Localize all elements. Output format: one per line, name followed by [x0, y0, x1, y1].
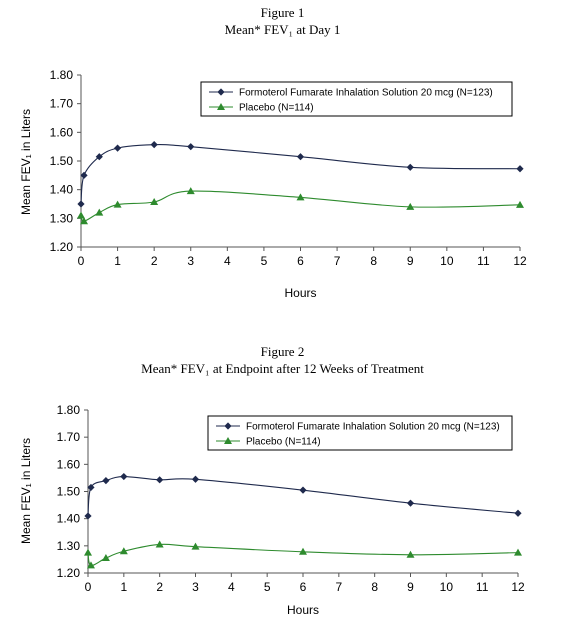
x-tick-label: 7	[335, 580, 342, 594]
x-tick-label: 5	[264, 580, 271, 594]
legend-marker	[217, 103, 225, 110]
figure-1-chart: 1.201.301.401.501.601.701.800 1 2 3 4 5 6 7 8 9 10…	[19, 68, 527, 300]
data-point	[516, 200, 524, 208]
data-point	[296, 153, 305, 161]
x-tick-label: 5	[261, 254, 268, 268]
x-tick-label: 9	[407, 580, 414, 594]
series-line	[87, 543, 519, 566]
data-point	[119, 547, 128, 555]
series-line	[87, 476, 519, 517]
x-tick-label: 2	[156, 580, 163, 594]
x-tick-label: 3	[192, 580, 199, 594]
y-tick-label: 1.80	[50, 68, 74, 82]
x-tick-label: 12	[513, 254, 527, 268]
data-point	[95, 153, 103, 161]
data-point	[514, 548, 522, 556]
data-point	[514, 509, 522, 517]
x-tick-label: 1	[114, 254, 121, 268]
data-point	[406, 550, 415, 558]
y-tick-label: 1.40	[57, 512, 81, 526]
figure-2-label: Figure 2	[260, 344, 305, 359]
x-tick-label: 10	[440, 580, 454, 594]
figure-1-label: Figure 1	[260, 5, 305, 20]
data-point	[191, 542, 200, 550]
y-tick-label: 1.60	[50, 125, 74, 139]
data-point	[86, 561, 95, 569]
data-point	[77, 200, 85, 208]
data-point	[84, 548, 92, 556]
data-point	[516, 165, 524, 173]
y-tick-label: 1.40	[50, 183, 74, 197]
x-tick-label: 11	[476, 580, 489, 594]
x-tick-label: 6	[300, 580, 307, 594]
data-point	[95, 208, 104, 216]
x-tick-label: 10	[440, 254, 454, 268]
y-axis-label: Mean FEV₁ in Liters	[19, 109, 33, 215]
x-tick-label: 1	[120, 580, 127, 594]
y-axis-label: Mean FEV₁ in Liters	[19, 438, 33, 544]
legend-box	[200, 81, 513, 117]
data-point	[102, 477, 110, 485]
x-tick-label: 6	[297, 254, 304, 268]
legend-label: Placebo (N=114)	[239, 103, 314, 114]
x-tick-label: 8	[370, 254, 377, 268]
data-point	[186, 187, 195, 195]
data-point	[191, 475, 200, 483]
figure-2-chart: 1.201.301.401.501.601.701.800 1 2 3 4 5 6 7 8 9 10…	[19, 403, 525, 617]
data-point	[150, 197, 159, 205]
x-axis-label: Hours	[284, 286, 316, 300]
data-point	[406, 163, 414, 171]
x-tick-label: 8	[371, 580, 378, 594]
figure-2-heading: Figure 2 Mean* FEV₁ at Endpoint after 12…	[0, 343, 565, 377]
x-tick-label: 4	[224, 254, 231, 268]
data-point	[113, 144, 122, 152]
data-point	[187, 143, 195, 151]
x-tick-label: 9	[407, 254, 414, 268]
x-tick-label: 7	[334, 254, 341, 268]
data-point	[299, 486, 307, 494]
x-tick-label: 2	[151, 254, 158, 268]
legend-label: Formoterol Fumarate Inhalation Solution …	[239, 88, 493, 99]
x-axis-label: Hours	[287, 603, 319, 617]
x-tick-label: 0	[85, 580, 92, 594]
data-point	[113, 200, 122, 208]
data-point	[406, 499, 415, 507]
legend-marker	[224, 437, 232, 444]
y-tick-label: 1.30	[57, 539, 81, 553]
y-tick-label: 1.20	[50, 240, 74, 254]
data-point	[150, 141, 158, 149]
y-tick-label: 1.60	[57, 457, 81, 471]
legend-label: Placebo (N=114)	[246, 437, 321, 448]
y-tick-label: 1.70	[50, 97, 74, 111]
x-tick-label: 4	[228, 580, 235, 594]
y-tick-label: 1.50	[57, 485, 81, 499]
x-tick-label: 12	[511, 580, 525, 594]
x-tick-label: 3	[187, 254, 194, 268]
figure-2-title: Mean* FEV₁ at Endpoint after 12 Weeks of…	[141, 361, 424, 376]
x-tick-label: 11	[477, 254, 490, 268]
data-point	[80, 171, 88, 179]
data-point	[120, 472, 128, 481]
series-line	[80, 190, 521, 222]
data-point	[296, 193, 305, 201]
data-point	[156, 476, 164, 484]
data-point	[101, 554, 110, 562]
y-tick-label: 1.80	[57, 403, 81, 417]
legend-marker	[224, 422, 232, 430]
legend-box	[207, 415, 513, 451]
data-point	[155, 540, 164, 548]
legend-label: Formoterol Fumarate Inhalation Solution …	[246, 422, 500, 433]
data-point	[299, 547, 307, 555]
x-tick-label: 0	[78, 254, 85, 268]
y-tick-label: 1.50	[50, 154, 74, 168]
data-point	[406, 202, 415, 210]
series-line	[80, 144, 521, 205]
figure-1-title: Mean* FEV₁ at Day 1	[224, 22, 341, 37]
data-point	[80, 217, 89, 225]
data-point	[77, 211, 85, 219]
y-tick-label: 1.30	[50, 211, 74, 225]
figure-1-heading: Figure 1 Mean* FEV₁ at Day 1	[0, 4, 565, 38]
y-tick-label: 1.70	[57, 430, 81, 444]
y-tick-label: 1.20	[57, 566, 81, 580]
